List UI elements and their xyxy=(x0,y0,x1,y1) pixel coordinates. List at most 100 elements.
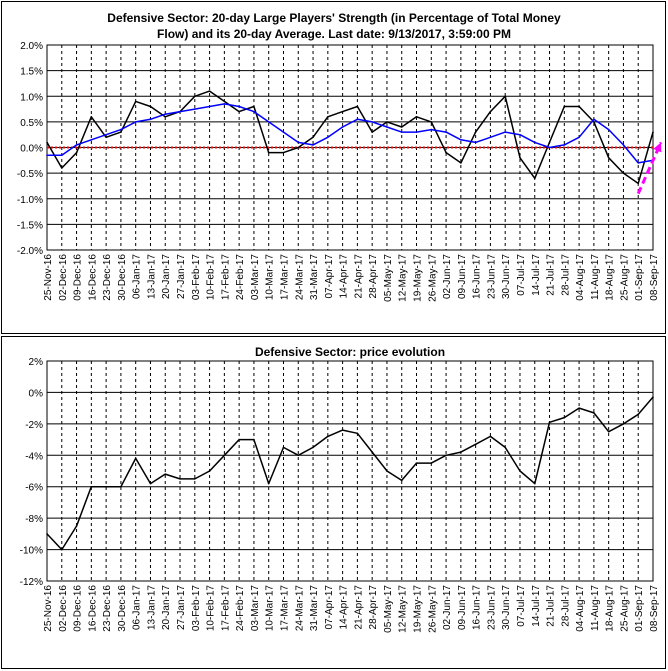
data-point xyxy=(327,435,329,438)
data-point xyxy=(607,430,610,433)
data-point xyxy=(504,131,506,133)
x-tick-label: 21-Apr-17 xyxy=(353,254,364,299)
data-point xyxy=(519,133,521,136)
data-point xyxy=(223,103,226,105)
data-point xyxy=(519,156,521,159)
x-tick-label: 07-Jul-17 xyxy=(516,254,527,296)
plot-frame xyxy=(46,360,654,582)
y-tick-label: -1.5% xyxy=(17,220,43,231)
x-tick-label: 04-Aug-17 xyxy=(575,585,586,632)
x-tick-label: 09-Jun-17 xyxy=(457,254,468,299)
x-tick-label: 31-Mar-17 xyxy=(309,585,320,632)
x-tick-label: 01-Sep-17 xyxy=(634,254,645,301)
strength-chart-panel: Defensive Sector: 20-day Large Players' … xyxy=(1,1,666,334)
data-point xyxy=(637,413,640,416)
x-tick-label: 07-Apr-17 xyxy=(324,585,335,630)
data-point xyxy=(622,144,625,146)
data-point xyxy=(282,151,285,154)
x-tick-label: 19-May-17 xyxy=(413,254,424,302)
data-point xyxy=(474,443,477,446)
data-point xyxy=(445,151,447,154)
y-tick-label: -10% xyxy=(20,546,43,557)
data-point xyxy=(282,131,285,133)
chart-title: Defensive Sector: 20-day Large Players' … xyxy=(107,11,561,25)
x-tick-label: 28-Jul-17 xyxy=(560,585,571,627)
data-point xyxy=(238,105,240,108)
x-tick-label: 10-Feb-17 xyxy=(206,585,217,632)
data-point xyxy=(637,182,640,185)
data-point xyxy=(371,131,373,133)
x-tick-label: 19-May-17 xyxy=(413,585,424,633)
data-point xyxy=(238,110,240,113)
x-tick-label: 20-Jan-17 xyxy=(161,254,172,299)
y-tick-label: -2% xyxy=(25,420,43,431)
data-point xyxy=(578,407,580,409)
data-point xyxy=(164,113,167,115)
data-point xyxy=(415,131,418,133)
series-line-1 xyxy=(47,103,654,164)
x-tick-label: 07-Apr-17 xyxy=(324,254,335,299)
chart-title: Flow) and its 20-day Average. Last date:… xyxy=(157,27,511,41)
data-point xyxy=(327,136,329,139)
x-tick-label: 17-Feb-17 xyxy=(220,254,231,301)
x-tick-label: 10-Feb-17 xyxy=(206,254,217,301)
data-point xyxy=(489,110,492,113)
data-point xyxy=(371,121,373,123)
data-point xyxy=(238,438,240,441)
data-point xyxy=(120,131,122,133)
data-point xyxy=(400,131,403,133)
data-point xyxy=(489,435,492,438)
data-point xyxy=(312,446,314,449)
price-chart: Defensive Sector: price evolution 2% 0% -2%… xyxy=(20,345,660,633)
data-point xyxy=(164,115,167,118)
data-point xyxy=(208,90,211,92)
data-point xyxy=(489,136,492,139)
x-tick-label: 16-Jun-17 xyxy=(472,585,483,630)
x-tick-label: 20-Jan-17 xyxy=(161,585,172,630)
data-point xyxy=(312,136,314,139)
x-tick-label: 09-Dec-16 xyxy=(73,254,84,301)
data-point xyxy=(90,139,93,141)
x-tick-label: 25-Nov-16 xyxy=(43,585,54,632)
x-tick-label: 25-Aug-17 xyxy=(619,585,630,632)
x-tick-label: 30-Jun-17 xyxy=(501,585,512,630)
data-point xyxy=(519,470,521,472)
data-point xyxy=(386,470,388,472)
data-point xyxy=(194,95,196,98)
data-point xyxy=(548,146,551,149)
data-point xyxy=(282,446,285,449)
x-tick-label: 13-Jan-17 xyxy=(146,585,157,630)
data-point xyxy=(400,126,403,128)
data-point xyxy=(400,479,403,482)
y-tick-label: 0.0% xyxy=(20,144,43,155)
data-point xyxy=(223,100,226,103)
x-tick-label: 16-Dec-16 xyxy=(87,254,98,301)
data-point xyxy=(297,141,300,144)
data-point xyxy=(312,144,314,146)
data-point xyxy=(223,454,226,457)
data-point xyxy=(164,473,167,475)
x-tick-label: 06-Jan-17 xyxy=(132,254,143,299)
data-point xyxy=(356,432,359,435)
x-tick-label: 25-Aug-17 xyxy=(619,254,630,301)
data-point xyxy=(253,110,255,113)
y-tick-label: 0.5% xyxy=(20,118,43,129)
x-tick-label: 08-Sep-17 xyxy=(649,254,660,301)
trend-arrow-shaft xyxy=(636,141,663,195)
data-point xyxy=(533,141,536,144)
x-tick-label: 23-Jun-17 xyxy=(486,254,497,299)
data-point xyxy=(105,136,107,139)
x-tick-label: 30-Dec-16 xyxy=(117,254,128,301)
data-point xyxy=(179,478,181,480)
data-point xyxy=(415,115,418,118)
data-point xyxy=(652,396,654,398)
data-point xyxy=(149,105,152,108)
data-point xyxy=(504,446,506,449)
x-tick-label: 14-Jul-17 xyxy=(531,254,542,296)
data-point xyxy=(134,100,137,103)
x-tick-label: 25-Nov-16 xyxy=(43,254,54,301)
x-tick-label: 10-Mar-17 xyxy=(265,254,276,301)
data-point xyxy=(253,105,255,108)
x-tick-label: 02-Dec-16 xyxy=(58,254,69,301)
x-tick-label: 11-Aug-17 xyxy=(590,585,601,631)
